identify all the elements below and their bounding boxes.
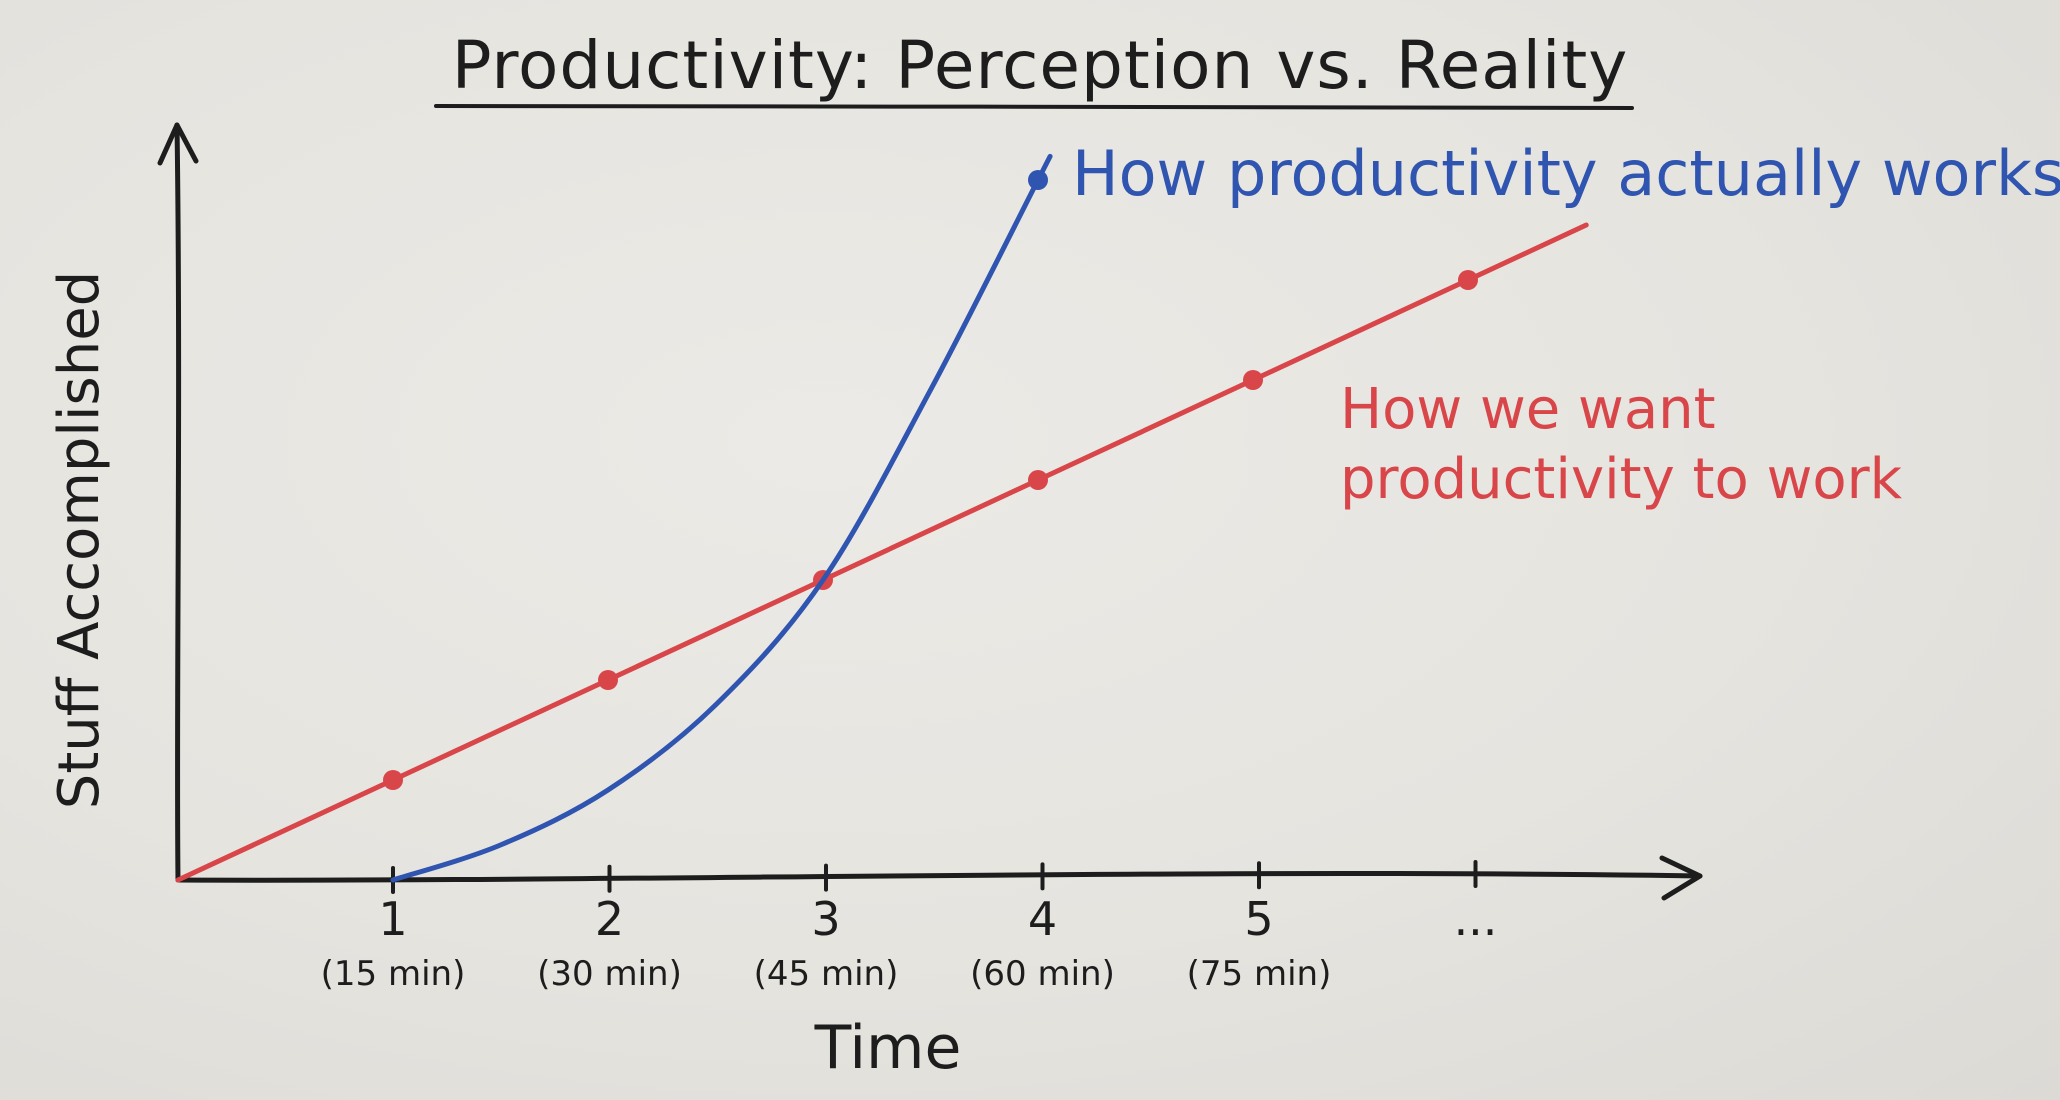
- x-tick-label: 1: [378, 892, 407, 946]
- x-tick-sublabel: (75 min): [1187, 954, 1332, 994]
- x-tick-label: ...: [1454, 892, 1498, 946]
- legend-label-actual: How productivity actually works: [1072, 137, 2060, 210]
- series-line-want: [175, 222, 1589, 883]
- series-line-actual: [390, 154, 1053, 883]
- series-point-want: [1458, 270, 1478, 290]
- x-tick-label: 4: [1028, 892, 1057, 946]
- x-tick-sublabel: (45 min): [754, 954, 899, 994]
- legend-label-want: How we want: [1340, 377, 1716, 442]
- series-point-actual: [1028, 170, 1048, 190]
- series-point-want: [598, 670, 618, 690]
- series-point-want: [383, 770, 403, 790]
- legend-label-want: productivity to work: [1340, 447, 1903, 512]
- x-tick-label: 3: [811, 892, 840, 946]
- chart-title: Productivity: Perception vs. Reality: [452, 27, 1629, 104]
- x-axis-label: Time: [814, 1013, 962, 1083]
- series-point-want: [1028, 470, 1048, 490]
- series-point-want: [1243, 370, 1263, 390]
- x-axis: [175, 871, 1703, 883]
- title-underline: [434, 103, 1634, 111]
- y-axis: [174, 122, 182, 883]
- x-tick-sublabel: (15 min): [321, 954, 466, 994]
- x-axis-arrowhead: [1659, 855, 1703, 901]
- x-tick-label: 2: [595, 892, 624, 946]
- x-tick-sublabel: (60 min): [970, 954, 1115, 994]
- x-tick-label: 5: [1244, 892, 1273, 946]
- x-tick-sublabel: (30 min): [537, 954, 682, 994]
- y-axis-arrowhead: [157, 122, 199, 166]
- y-axis-label: Stuff Accomplished: [47, 271, 112, 809]
